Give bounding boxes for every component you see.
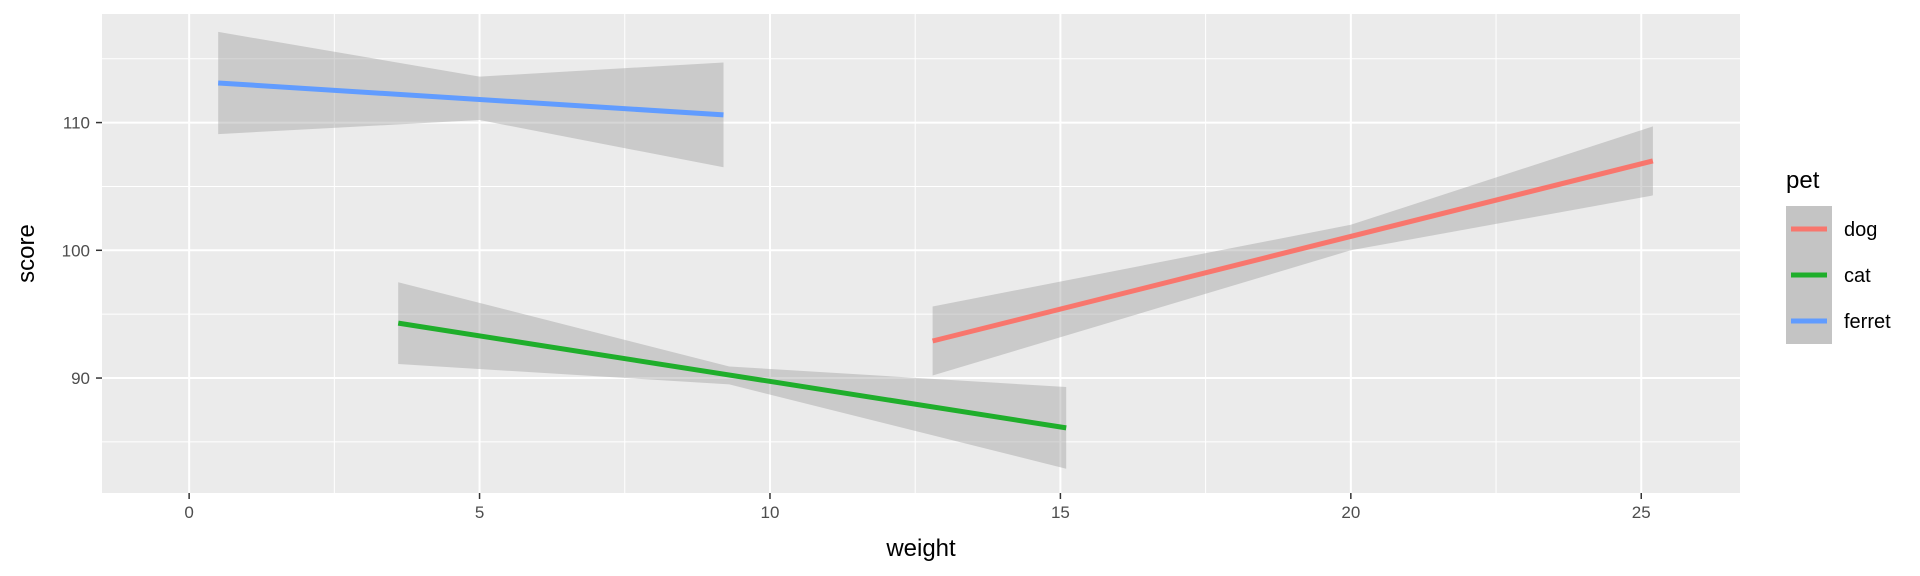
x-tick-label: 5 [475, 503, 484, 522]
y-axis: 90 100 110 [62, 114, 102, 388]
legend: pet dog cat ferret [1786, 167, 1891, 344]
x-tick-label: 10 [761, 503, 780, 522]
y-axis-title: score [13, 224, 40, 283]
x-axis: 0 5 10 15 20 25 [184, 493, 1651, 522]
line-dog [932, 158, 1654, 344]
line-ferret [218, 80, 724, 118]
y-tick-label: 90 [71, 369, 90, 388]
major-gridlines [102, 14, 1740, 493]
series-lines [218, 80, 1654, 431]
line-cat [397, 320, 1067, 431]
legend-title: pet [1786, 167, 1820, 194]
minor-gridlines [102, 14, 1740, 493]
x-tick-label: 0 [184, 503, 193, 522]
y-tick-label: 100 [62, 241, 90, 260]
x-tick-label: 15 [1051, 503, 1070, 522]
x-axis-title: weight [885, 535, 956, 562]
legend-label-cat: cat [1844, 265, 1871, 287]
legend-label-dog: dog [1844, 219, 1877, 241]
y-tick-label: 110 [63, 114, 90, 133]
x-tick-label: 25 [1632, 503, 1651, 522]
x-tick-label: 20 [1341, 503, 1360, 522]
legend-label-ferret: ferret [1844, 311, 1891, 333]
